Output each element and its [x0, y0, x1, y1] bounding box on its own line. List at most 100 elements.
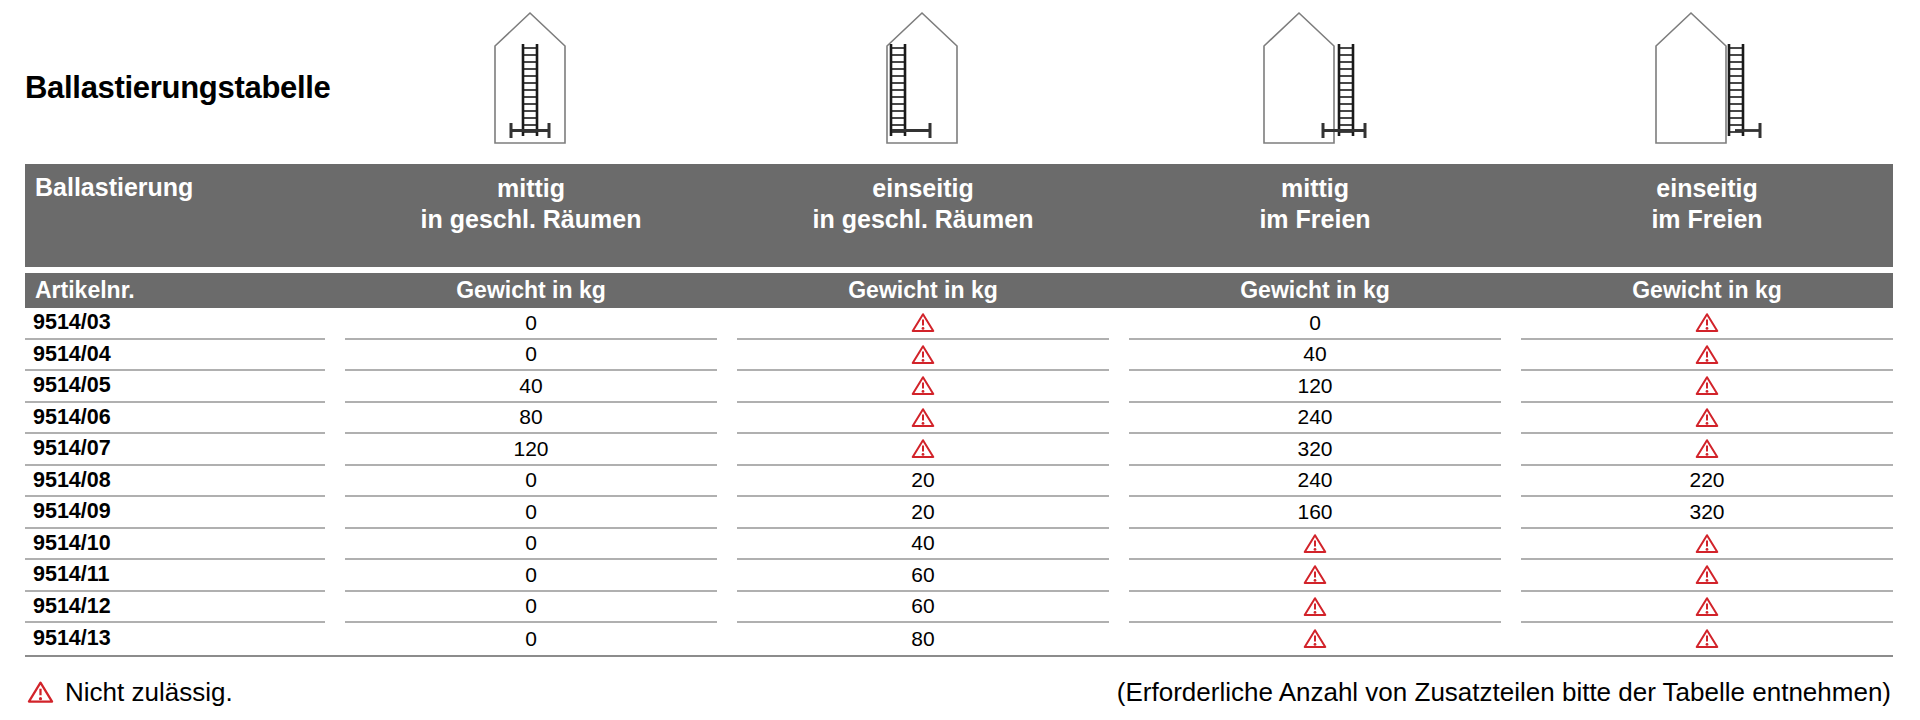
- value-cell: [1129, 560, 1501, 592]
- value-cell: 120: [1129, 371, 1501, 403]
- value-cell: 320: [1521, 497, 1893, 529]
- table-row: 9514/04040: [25, 340, 1893, 372]
- footer-note: (Erforderliche Anzahl von Zusatzteilen b…: [1117, 677, 1893, 708]
- table-row: 9514/07 120 320: [25, 434, 1893, 466]
- weight-value: 0: [525, 531, 537, 555]
- header-col-line2: im Freien: [1129, 204, 1501, 235]
- value-cell: [737, 434, 1109, 466]
- weight-value: 220: [1689, 468, 1724, 492]
- value-cell: 80: [345, 403, 717, 435]
- header-col-ballastierung: Ballastierung: [25, 164, 325, 267]
- warning-triangle-icon: [1695, 596, 1719, 617]
- subheader-gewicht-0: Gewicht in kg: [345, 273, 717, 308]
- value-cell: [1129, 623, 1501, 655]
- warning-triangle-icon: [1695, 628, 1719, 649]
- value-cell: [1521, 560, 1893, 592]
- weight-value: 0: [525, 468, 537, 492]
- value-cell: 0: [345, 497, 717, 529]
- value-cell: 0: [345, 623, 717, 655]
- warning-triangle-icon: [911, 375, 935, 396]
- value-cell: 120: [345, 434, 717, 466]
- table-row: 9514/09020160320: [25, 497, 1893, 529]
- weight-value: 320: [1689, 500, 1724, 524]
- header-col-line1: einseitig: [737, 173, 1109, 204]
- value-cell: [1129, 592, 1501, 624]
- house-ladder-center-outdoor-icon: [1258, 10, 1370, 146]
- value-cell: 0: [345, 592, 717, 624]
- value-cell: 0: [1129, 308, 1501, 340]
- subheader-gewicht-1: Gewicht in kg: [737, 273, 1109, 308]
- warning-triangle-icon: [911, 407, 935, 428]
- weight-value: 80: [519, 405, 542, 429]
- weight-value: 240: [1297, 468, 1332, 492]
- weight-value: 40: [911, 531, 934, 555]
- table-row: 9514/11060: [25, 560, 1893, 592]
- table-body: 9514/03009514/040409514/05401209514/0680…: [25, 308, 1893, 655]
- subheader-gewicht-3: Gewicht in kg: [1521, 273, 1893, 308]
- article-cell: 9514/07: [25, 434, 325, 466]
- header-col-line1: mittig: [345, 173, 717, 204]
- table-row: 9514/12 0 60: [25, 592, 1893, 624]
- value-cell: 320: [1129, 434, 1501, 466]
- value-cell: [737, 403, 1109, 435]
- value-cell: [1521, 308, 1893, 340]
- header-col-1: einseitigin geschl. Räumen: [737, 164, 1109, 267]
- weight-value: 40: [519, 374, 542, 398]
- article-cell: 9514/12: [25, 592, 325, 624]
- warning-triangle-icon: [1695, 533, 1719, 554]
- weight-value: 60: [911, 563, 934, 587]
- value-cell: 20: [737, 466, 1109, 498]
- page-title: Ballastierungstabelle: [25, 70, 331, 106]
- warning-triangle-icon: [1695, 312, 1719, 333]
- house-ladder-center-indoor-icon: [474, 10, 586, 146]
- value-cell: 0: [345, 308, 717, 340]
- house-ladder-side-indoor-icon: [866, 10, 978, 146]
- weight-value: 120: [513, 437, 548, 461]
- value-cell: 60: [737, 592, 1109, 624]
- header-col-line1: einseitig: [1521, 173, 1893, 204]
- value-cell: [1521, 592, 1893, 624]
- weight-value: 0: [1309, 311, 1321, 335]
- value-cell: 220: [1521, 466, 1893, 498]
- warning-triangle-icon: [911, 344, 935, 365]
- value-cell: 240: [1129, 466, 1501, 498]
- weight-value: 0: [525, 311, 537, 335]
- value-cell: [1521, 403, 1893, 435]
- ballast-table: Ballastierung mittigin geschl. Räumenein…: [25, 164, 1893, 708]
- weight-value: 0: [525, 500, 537, 524]
- value-cell: [1521, 529, 1893, 561]
- page: Ballastierungstabelle Ballastierung mitt…: [0, 0, 1920, 720]
- value-cell: 40: [345, 371, 717, 403]
- weight-value: 320: [1297, 437, 1332, 461]
- header-col-0: mittigin geschl. Räumen: [345, 164, 717, 267]
- table-row: 9514/08020240220: [25, 466, 1893, 498]
- value-cell: 80: [737, 623, 1109, 655]
- header-col-line2: in geschl. Räumen: [345, 204, 717, 235]
- value-cell: [1521, 340, 1893, 372]
- value-cell: [737, 340, 1109, 372]
- weight-value: 0: [525, 594, 537, 618]
- value-cell: 160: [1129, 497, 1501, 529]
- value-cell: [737, 371, 1109, 403]
- header-band: Ballastierung mittigin geschl. Räumenein…: [25, 164, 1893, 267]
- header-col-line1: mittig: [1129, 173, 1501, 204]
- header-col-line2: in geschl. Räumen: [737, 204, 1109, 235]
- subheader-band: Artikelnr. Gewicht in kgGewicht in kgGew…: [25, 273, 1893, 308]
- table-row: 9514/0540120: [25, 371, 1893, 403]
- warning-triangle-icon: [1695, 407, 1719, 428]
- legend-text: Nicht zulässig.: [65, 677, 233, 708]
- article-cell: 9514/10: [25, 529, 325, 561]
- table-row: 9514/0680240: [25, 403, 1893, 435]
- value-cell: 40: [737, 529, 1109, 561]
- header-col-line2: im Freien: [1521, 204, 1893, 235]
- value-cell: [1521, 623, 1893, 655]
- table-row: 9514/13080: [25, 623, 1893, 655]
- value-cell: 20: [737, 497, 1109, 529]
- value-cell: 60: [737, 560, 1109, 592]
- warning-triangle-icon: [1695, 375, 1719, 396]
- legend-warning-icon: [27, 680, 54, 704]
- value-cell: 0: [345, 560, 717, 592]
- weight-value: 20: [911, 500, 934, 524]
- table-row: 9514/10 0 40: [25, 529, 1893, 561]
- warning-triangle-icon: [1695, 438, 1719, 459]
